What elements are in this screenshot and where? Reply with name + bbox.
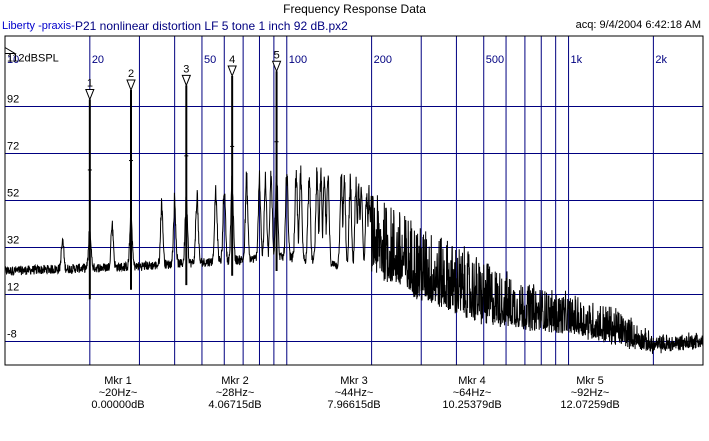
marker-readout: Mkr 4 ~64Hz~ 10.25379dB — [417, 375, 527, 411]
marker-value: 0.00000dB — [91, 399, 145, 411]
reference-arrow-icon — [4, 47, 17, 54]
spectrum-line — [4, 165, 704, 354]
y-top-label: 112dBSPL — [7, 53, 59, 65]
acquisition-timestamp: acq: 9/4/2004 6:42:18 AM — [575, 19, 701, 31]
marker-name: Mkr 5 — [576, 375, 604, 387]
marker-freq: ~92Hz~ — [570, 387, 610, 399]
chart-title: Frequency Response Data — [283, 2, 426, 16]
x-tick-label: 500 — [486, 54, 504, 66]
marker-value: 10.25379dB — [442, 399, 502, 411]
y-tick-label: 52 — [7, 188, 19, 200]
filename-label: P21 nonlinear distortion LF 5 tone 1 inc… — [75, 19, 348, 33]
brand-label: Liberty -praxis- — [2, 20, 75, 32]
x-tick-label: 100 — [289, 54, 307, 66]
x-tick-label: 10 — [7, 54, 19, 66]
peak-marker-label: 1 — [87, 77, 93, 89]
y-tick-label: -8 — [7, 329, 17, 341]
peak-marker-icon — [181, 74, 192, 87]
x-tick-label: 50 — [204, 54, 216, 66]
response-trace — [4, 71, 704, 354]
plot-frame — [4, 35, 704, 366]
peak-marker-label: 4 — [229, 54, 235, 66]
peak-marker-icon — [85, 88, 95, 101]
peak-marker-label: 3 — [183, 63, 189, 75]
marker-name: Mkr 2 — [221, 375, 249, 387]
marker-value: 4.06715dB — [208, 399, 262, 411]
marker-freq: ~28Hz~ — [215, 387, 255, 399]
y-tick-label: 12 — [7, 282, 19, 294]
peak-marker-icon — [126, 79, 136, 92]
peak-markers: 1 2 3 4 5 — [85, 49, 282, 101]
marker-value: 12.07259dB — [560, 399, 620, 411]
marker-readout: Mkr 3 ~44Hz~ 7.96615dB — [299, 375, 409, 411]
y-tick-label: 72 — [7, 141, 19, 153]
marker-value: 7.96615dB — [327, 399, 381, 411]
marker-freq: ~64Hz~ — [452, 387, 492, 399]
x-tick-label: 20 — [92, 54, 104, 66]
peak-marker-icon — [271, 60, 282, 73]
y-tick-label: 92 — [7, 94, 19, 106]
x-tick-label: 1k — [571, 54, 583, 66]
x-tick-label: 2k — [655, 54, 667, 66]
x-tick-label: 200 — [374, 54, 392, 66]
marker-name: Mkr 1 — [104, 375, 132, 387]
peak-marker-icon — [227, 65, 237, 78]
marker-freq: ~44Hz~ — [334, 387, 374, 399]
y-tick-label: 32 — [7, 235, 19, 247]
marker-freq: ~20Hz~ — [98, 387, 138, 399]
marker-readout: Mkr 2 ~28Hz~ 4.06715dB — [180, 375, 290, 411]
marker-name: Mkr 4 — [458, 375, 486, 387]
peak-marker-label: 5 — [274, 49, 280, 61]
marker-name: Mkr 3 — [340, 375, 368, 387]
peak-marker-label: 2 — [128, 68, 134, 80]
marker-readout: Mkr 1 ~20Hz~ 0.00000dB — [63, 375, 173, 411]
marker-readout: Mkr 5 ~92Hz~ 12.07259dB — [535, 375, 645, 411]
